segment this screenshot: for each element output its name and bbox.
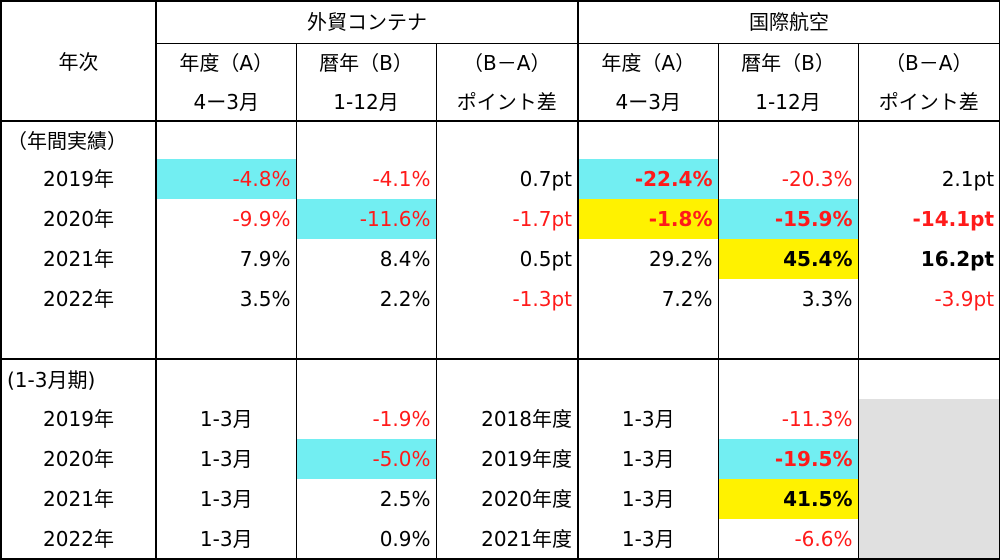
col-container-diff-sub: ポイント差: [435, 83, 578, 122]
table-row: 2019年 -4.8% -4.1% 0.7pt -22.4% -20.3% 2.…: [0, 159, 1000, 199]
cell-period: 1-3月: [156, 519, 296, 560]
cell-value: -5.0%: [295, 439, 436, 479]
header-row-labels: 年度（A） 暦年（B） （B－A） 年度（A） 暦年（B） （B－A）: [1, 43, 1000, 83]
row-year: 2022年: [0, 279, 157, 319]
cell-value: 29.2%: [577, 239, 718, 279]
spacer-row: [0, 319, 1000, 360]
cell-value: 16.2pt: [857, 239, 1000, 279]
cell-value: -3.9pt: [857, 279, 1000, 319]
group-header-container: 外貿コンテナ: [156, 0, 578, 44]
cell-fiscal: 2019年度: [435, 439, 578, 479]
col-air-cy: 暦年（B）: [717, 43, 858, 83]
col-container-fy-sub: 4ー3月: [156, 83, 296, 122]
table-row: 2021年 7.9% 8.4% 0.5pt 29.2% 45.4% 16.2pt: [0, 239, 1000, 279]
group-header-air: 国際航空: [576, 0, 1000, 44]
row-year: 2020年: [0, 439, 157, 479]
cell-value: 3.5%: [239, 287, 291, 311]
col-container-cy: 暦年（B）: [295, 43, 436, 83]
cell-value: -11.6%: [295, 199, 436, 239]
cell-fiscal: 2021年度: [435, 519, 578, 560]
row-year: 2019年: [0, 399, 157, 439]
cell-value: 45.4%: [717, 239, 858, 279]
col-air-fy-sub: 4ー3月: [577, 83, 718, 122]
cell-value: 7.2%: [577, 279, 718, 319]
row-year: 2020年: [0, 199, 157, 239]
cell-value: -15.9%: [717, 199, 858, 239]
section-label-annual: （年間実績）: [0, 121, 157, 159]
cell-value: -1.8%: [577, 199, 718, 239]
cell-fiscal: 2020年度: [435, 479, 578, 519]
cell-value: -4.8%: [156, 159, 296, 199]
cell-value: -19.5%: [717, 439, 858, 479]
cell-period: 1-3月: [199, 447, 253, 471]
cell-value: 0.9%: [295, 519, 436, 560]
blank-cell: [857, 399, 1000, 560]
cell-value: -11.3%: [717, 399, 858, 439]
cell-period: 1-3月: [199, 487, 253, 511]
cell-period: 1-3月: [199, 407, 253, 431]
col-container-diff: （B－A）: [435, 43, 578, 83]
table-row: 2019年 1-3月 -1.9% 2018年度 1-3月 -11.3%: [0, 399, 1000, 560]
cell-value: -22.4%: [577, 159, 718, 199]
year-column-header: 年次: [0, 0, 157, 122]
cell-value: 41.5%: [717, 479, 858, 519]
cell-value: 0.7pt: [435, 159, 578, 199]
cell-value: 2.5%: [295, 479, 436, 519]
table-row: 2021年 1-3月 2.5% 2020年度 1-3月 41.5%: [0, 479, 1000, 519]
col-container-fy: 年度（A）: [179, 51, 274, 76]
cell-value: -9.9%: [232, 207, 291, 231]
cell-value: -14.1pt: [857, 199, 1000, 239]
cell-value: 7.9%: [239, 247, 291, 271]
col-air-diff: （B－A）: [857, 43, 1000, 83]
col-air-fy: 年度（A）: [577, 43, 718, 83]
cell-fiscal: 2018年度: [435, 399, 578, 439]
cell-value: 3.3%: [717, 279, 858, 319]
cell-value: 2.1pt: [857, 159, 1000, 199]
cell-value: 2.2%: [295, 279, 436, 319]
section-row-annual: （年間実績）: [0, 121, 1000, 159]
cell-period: 1-3月: [577, 399, 718, 439]
header-row-groups: 年次 外貿コンテナ 国際航空: [0, 0, 1000, 122]
header-row-sublabels: 4ー3月 1-12月 ポイント差 4ー3月 1-12月 ポイント差: [1, 83, 1000, 122]
table-row: 2022年 3.5% 2.2% -1.3pt 7.2% 3.3% -3.9pt: [0, 279, 1000, 319]
cell-period: 1-3月: [577, 439, 718, 479]
cell-value: 8.4%: [295, 239, 436, 279]
cell-value: -1.7pt: [435, 199, 578, 239]
cell-period: 1-3月: [577, 519, 718, 560]
row-year: 2019年: [0, 159, 157, 199]
table-row: 2020年 1-3月 -5.0% 2019年度 1-3月 -19.5%: [0, 439, 1000, 479]
cell-value: -1.9%: [295, 399, 436, 439]
cell-value: 0.5pt: [435, 239, 578, 279]
row-year: 2021年: [0, 239, 157, 279]
col-container-cy-sub: 1-12月: [295, 83, 436, 122]
cell-period: 1-3月: [577, 479, 718, 519]
cell-value: -6.6%: [717, 519, 858, 560]
table-row: 2020年 -9.9% -11.6% -1.7pt -1.8% -15.9% -…: [0, 199, 1000, 239]
section-label-quarter: (1-3月期): [0, 359, 157, 399]
col-air-cy-sub: 1-12月: [717, 83, 858, 122]
section-row-quarter: (1-3月期): [0, 359, 1000, 399]
cell-value: -4.1%: [295, 159, 436, 199]
cell-value: -1.3pt: [435, 279, 578, 319]
col-air-diff-sub: ポイント差: [857, 83, 1000, 122]
row-year: 2022年: [0, 519, 157, 560]
table-row: 2022年 1-3月 0.9% 2021年度 1-3月 -6.6%: [0, 519, 1000, 560]
row-year: 2021年: [0, 479, 157, 519]
cell-value: -20.3%: [717, 159, 858, 199]
